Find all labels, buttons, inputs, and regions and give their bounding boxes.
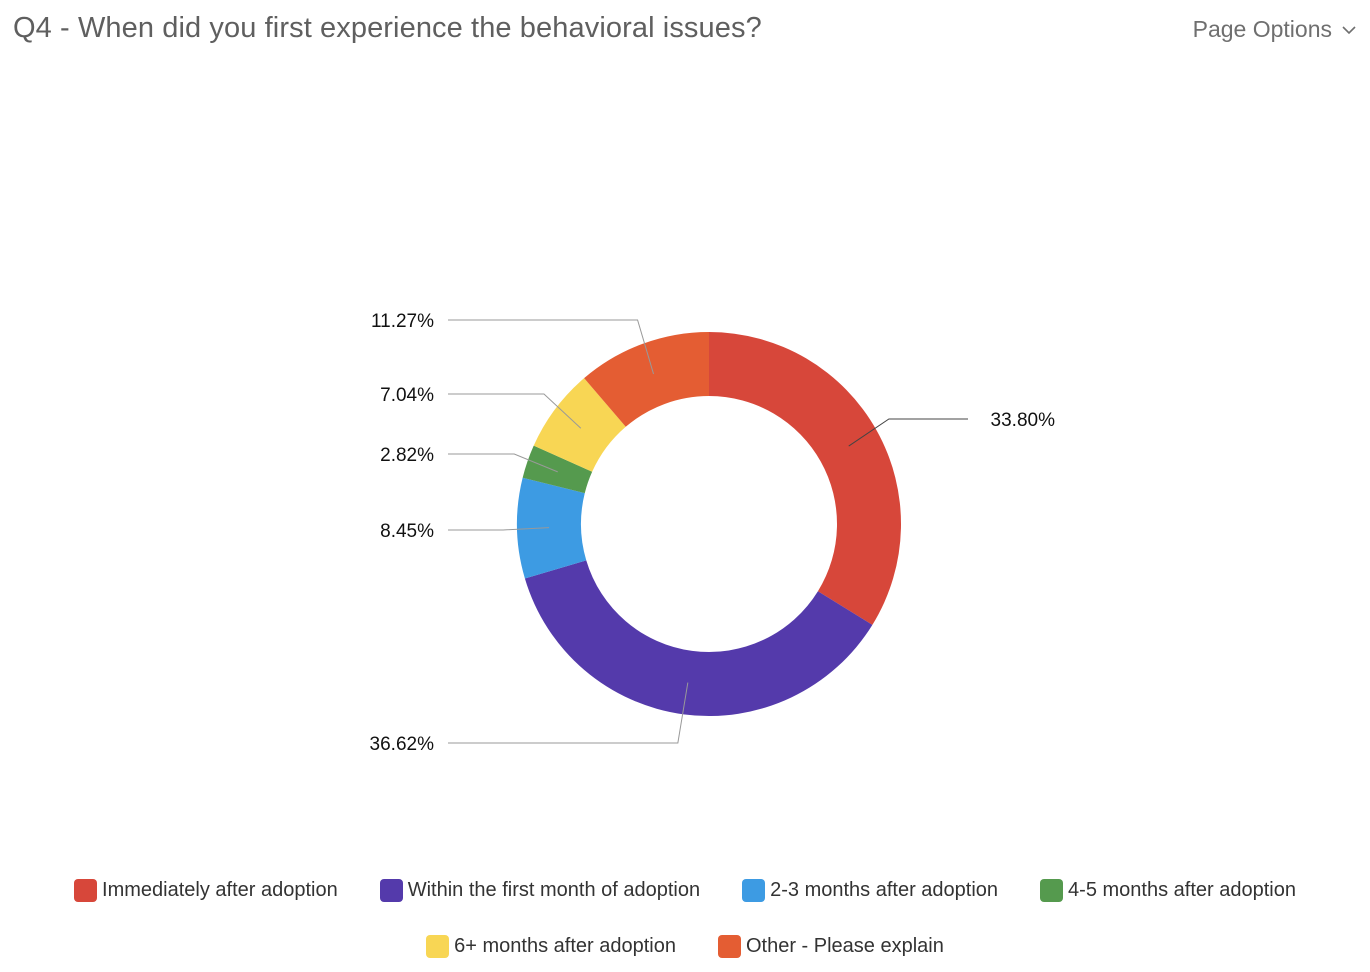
legend-label: Other - Please explain (745, 935, 944, 957)
leader-line (448, 682, 689, 744)
legend-label: 4-5 months after adoption (1068, 879, 1296, 901)
data-label: 2.82% (380, 445, 434, 466)
legend-label: Immediately after adoption (102, 879, 338, 901)
leader-line (448, 453, 558, 473)
data-label: 8.45% (380, 521, 434, 542)
chart-legend-row-1: Immediately after adoption Within the fi… (0, 879, 1370, 902)
legend-item[interactable]: 2-3 months after adoption (742, 879, 998, 902)
leader-line (448, 527, 550, 531)
leader-line (448, 393, 582, 429)
legend-swatch (1040, 879, 1064, 902)
legend-swatch (742, 879, 766, 902)
donut-slice[interactable] (533, 378, 626, 472)
donut-slice[interactable] (517, 477, 587, 579)
legend-label: 6+ months after adoption (454, 935, 676, 957)
legend-item[interactable]: 6+ months after adoption (426, 935, 676, 958)
legend-item[interactable]: 4-5 months after adoption (1040, 879, 1296, 902)
data-label: 11.27% (371, 311, 434, 332)
chart-legend-row-2: 6+ months after adoption Other - Please … (0, 935, 1370, 958)
donut-chart: 33.80% 36.62% 8.45% 2.82% 7.04% 11.27% (370, 311, 1056, 755)
legend-item[interactable]: Other - Please explain (717, 935, 944, 958)
page-options-label: Page Options (1192, 16, 1332, 42)
legend-swatch (379, 879, 403, 902)
legend-item[interactable]: Immediately after adoption (74, 879, 338, 902)
donut-slice[interactable] (584, 332, 709, 427)
page-options-button[interactable]: Page Options (1193, 16, 1356, 43)
data-label: 7.04% (380, 385, 434, 406)
page-title: Q4 - When did you first experience the b… (13, 12, 762, 44)
chevron-down-icon (1342, 25, 1356, 34)
donut-slice[interactable] (524, 560, 873, 717)
data-label: 36.62% (370, 734, 435, 755)
donut-slice[interactable] (709, 331, 902, 625)
data-label: 33.80% (991, 410, 1056, 431)
legend-label: Within the first month of adoption (407, 879, 701, 901)
legend-swatch (74, 879, 98, 902)
legend-item[interactable]: Within the first month of adoption (379, 879, 701, 902)
legend-swatch (717, 935, 741, 958)
legend-swatch (426, 935, 450, 958)
legend-label: 2-3 months after adoption (770, 879, 999, 901)
leader-line (848, 418, 968, 447)
donut-slice[interactable] (522, 445, 593, 494)
leader-line (448, 319, 655, 375)
